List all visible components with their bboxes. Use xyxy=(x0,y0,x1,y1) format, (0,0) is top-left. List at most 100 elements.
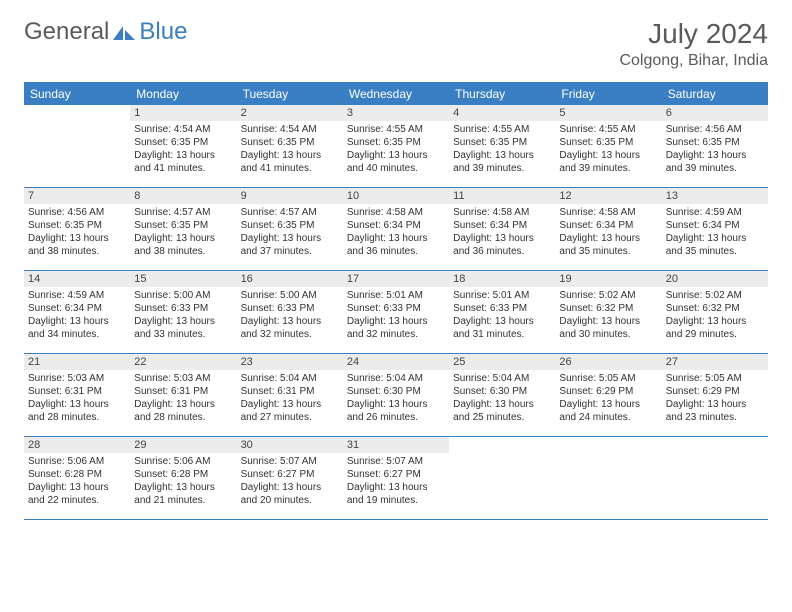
day-number: 31 xyxy=(343,437,449,453)
day-info: Sunrise: 5:03 AMSunset: 6:31 PMDaylight:… xyxy=(24,370,130,428)
day-number: 13 xyxy=(662,188,768,204)
calendar-cell: 26Sunrise: 5:05 AMSunset: 6:29 PMDayligh… xyxy=(555,354,661,436)
day-number: 19 xyxy=(555,271,661,287)
day-info: Sunrise: 5:04 AMSunset: 6:30 PMDaylight:… xyxy=(449,370,555,428)
calendar-cell xyxy=(555,437,661,519)
day-number: 1 xyxy=(130,105,236,121)
calendar-cell: 2Sunrise: 4:54 AMSunset: 6:35 PMDaylight… xyxy=(237,105,343,187)
day-info: Sunrise: 5:01 AMSunset: 6:33 PMDaylight:… xyxy=(449,287,555,345)
day-info: Sunrise: 5:05 AMSunset: 6:29 PMDaylight:… xyxy=(662,370,768,428)
weekday-header: Thursday xyxy=(449,83,555,105)
calendar-cell xyxy=(449,437,555,519)
day-number: 5 xyxy=(555,105,661,121)
day-info: Sunrise: 4:55 AMSunset: 6:35 PMDaylight:… xyxy=(555,121,661,179)
day-number-blank xyxy=(662,437,768,453)
day-info: Sunrise: 4:58 AMSunset: 6:34 PMDaylight:… xyxy=(555,204,661,262)
calendar-cell: 17Sunrise: 5:01 AMSunset: 6:33 PMDayligh… xyxy=(343,271,449,353)
day-info: Sunrise: 4:57 AMSunset: 6:35 PMDaylight:… xyxy=(237,204,343,262)
day-info: Sunrise: 5:03 AMSunset: 6:31 PMDaylight:… xyxy=(130,370,236,428)
day-number: 27 xyxy=(662,354,768,370)
day-info: Sunrise: 5:07 AMSunset: 6:27 PMDaylight:… xyxy=(237,453,343,511)
calendar-cell: 5Sunrise: 4:55 AMSunset: 6:35 PMDaylight… xyxy=(555,105,661,187)
day-number: 29 xyxy=(130,437,236,453)
calendar-cell: 31Sunrise: 5:07 AMSunset: 6:27 PMDayligh… xyxy=(343,437,449,519)
day-info: Sunrise: 4:58 AMSunset: 6:34 PMDaylight:… xyxy=(343,204,449,262)
calendar-cell: 19Sunrise: 5:02 AMSunset: 6:32 PMDayligh… xyxy=(555,271,661,353)
calendar-cell: 18Sunrise: 5:01 AMSunset: 6:33 PMDayligh… xyxy=(449,271,555,353)
day-number: 11 xyxy=(449,188,555,204)
day-number: 18 xyxy=(449,271,555,287)
day-info: Sunrise: 5:04 AMSunset: 6:30 PMDaylight:… xyxy=(343,370,449,428)
day-info: Sunrise: 5:07 AMSunset: 6:27 PMDaylight:… xyxy=(343,453,449,511)
calendar-cell: 1Sunrise: 4:54 AMSunset: 6:35 PMDaylight… xyxy=(130,105,236,187)
day-info: Sunrise: 4:58 AMSunset: 6:34 PMDaylight:… xyxy=(449,204,555,262)
calendar-cell: 12Sunrise: 4:58 AMSunset: 6:34 PMDayligh… xyxy=(555,188,661,270)
calendar-cell: 21Sunrise: 5:03 AMSunset: 6:31 PMDayligh… xyxy=(24,354,130,436)
calendar-cell: 30Sunrise: 5:07 AMSunset: 6:27 PMDayligh… xyxy=(237,437,343,519)
calendar-cell: 11Sunrise: 4:58 AMSunset: 6:34 PMDayligh… xyxy=(449,188,555,270)
weekday-header: Sunday xyxy=(24,83,130,105)
day-number: 16 xyxy=(237,271,343,287)
calendar-cell: 6Sunrise: 4:56 AMSunset: 6:35 PMDaylight… xyxy=(662,105,768,187)
day-number: 25 xyxy=(449,354,555,370)
calendar-cell: 27Sunrise: 5:05 AMSunset: 6:29 PMDayligh… xyxy=(662,354,768,436)
calendar-cell: 24Sunrise: 5:04 AMSunset: 6:30 PMDayligh… xyxy=(343,354,449,436)
calendar-week: 28Sunrise: 5:06 AMSunset: 6:28 PMDayligh… xyxy=(24,437,768,520)
calendar-cell: 29Sunrise: 5:06 AMSunset: 6:28 PMDayligh… xyxy=(130,437,236,519)
day-number: 26 xyxy=(555,354,661,370)
calendar-cell: 4Sunrise: 4:55 AMSunset: 6:35 PMDaylight… xyxy=(449,105,555,187)
day-info: Sunrise: 4:59 AMSunset: 6:34 PMDaylight:… xyxy=(24,287,130,345)
day-info: Sunrise: 5:00 AMSunset: 6:33 PMDaylight:… xyxy=(237,287,343,345)
calendar-cell: 3Sunrise: 4:55 AMSunset: 6:35 PMDaylight… xyxy=(343,105,449,187)
location-text: Colgong, Bihar, India xyxy=(619,52,768,70)
day-number: 3 xyxy=(343,105,449,121)
day-info: Sunrise: 5:02 AMSunset: 6:32 PMDaylight:… xyxy=(662,287,768,345)
day-number: 22 xyxy=(130,354,236,370)
day-info: Sunrise: 5:06 AMSunset: 6:28 PMDaylight:… xyxy=(24,453,130,511)
calendar-week: 1Sunrise: 4:54 AMSunset: 6:35 PMDaylight… xyxy=(24,105,768,188)
day-info: Sunrise: 5:00 AMSunset: 6:33 PMDaylight:… xyxy=(130,287,236,345)
day-info: Sunrise: 4:59 AMSunset: 6:34 PMDaylight:… xyxy=(662,204,768,262)
weekday-header: Tuesday xyxy=(237,83,343,105)
day-number: 15 xyxy=(130,271,236,287)
brand-logo: General Blue xyxy=(24,18,187,46)
day-number: 28 xyxy=(24,437,130,453)
day-number: 20 xyxy=(662,271,768,287)
day-number: 10 xyxy=(343,188,449,204)
day-number: 21 xyxy=(24,354,130,370)
day-info: Sunrise: 5:04 AMSunset: 6:31 PMDaylight:… xyxy=(237,370,343,428)
calendar-cell: 23Sunrise: 5:04 AMSunset: 6:31 PMDayligh… xyxy=(237,354,343,436)
day-number: 8 xyxy=(130,188,236,204)
brand-word2: Blue xyxy=(139,18,187,46)
day-info: Sunrise: 4:55 AMSunset: 6:35 PMDaylight:… xyxy=(449,121,555,179)
calendar-cell: 16Sunrise: 5:00 AMSunset: 6:33 PMDayligh… xyxy=(237,271,343,353)
calendar-week: 21Sunrise: 5:03 AMSunset: 6:31 PMDayligh… xyxy=(24,354,768,437)
day-number: 23 xyxy=(237,354,343,370)
title-block: July 2024 Colgong, Bihar, India xyxy=(619,18,768,70)
calendar-week: 14Sunrise: 4:59 AMSunset: 6:34 PMDayligh… xyxy=(24,271,768,354)
day-info: Sunrise: 4:56 AMSunset: 6:35 PMDaylight:… xyxy=(662,121,768,179)
weekday-header: Wednesday xyxy=(343,83,449,105)
day-number: 30 xyxy=(237,437,343,453)
day-info: Sunrise: 5:05 AMSunset: 6:29 PMDaylight:… xyxy=(555,370,661,428)
calendar-body: 1Sunrise: 4:54 AMSunset: 6:35 PMDaylight… xyxy=(24,105,768,520)
calendar-cell xyxy=(662,437,768,519)
month-title: July 2024 xyxy=(619,18,768,50)
day-number: 14 xyxy=(24,271,130,287)
day-number: 4 xyxy=(449,105,555,121)
day-info: Sunrise: 5:02 AMSunset: 6:32 PMDaylight:… xyxy=(555,287,661,345)
calendar-cell: 15Sunrise: 5:00 AMSunset: 6:33 PMDayligh… xyxy=(130,271,236,353)
sail-icon xyxy=(113,24,135,40)
day-info: Sunrise: 4:57 AMSunset: 6:35 PMDaylight:… xyxy=(130,204,236,262)
day-info: Sunrise: 5:01 AMSunset: 6:33 PMDaylight:… xyxy=(343,287,449,345)
day-number: 2 xyxy=(237,105,343,121)
day-info: Sunrise: 4:56 AMSunset: 6:35 PMDaylight:… xyxy=(24,204,130,262)
weekday-header: Friday xyxy=(555,83,661,105)
day-number: 7 xyxy=(24,188,130,204)
calendar-cell: 7Sunrise: 4:56 AMSunset: 6:35 PMDaylight… xyxy=(24,188,130,270)
day-number-blank xyxy=(24,105,130,121)
calendar-week: 7Sunrise: 4:56 AMSunset: 6:35 PMDaylight… xyxy=(24,188,768,271)
calendar: SundayMondayTuesdayWednesdayThursdayFrid… xyxy=(24,82,768,520)
calendar-cell: 25Sunrise: 5:04 AMSunset: 6:30 PMDayligh… xyxy=(449,354,555,436)
calendar-cell: 14Sunrise: 4:59 AMSunset: 6:34 PMDayligh… xyxy=(24,271,130,353)
